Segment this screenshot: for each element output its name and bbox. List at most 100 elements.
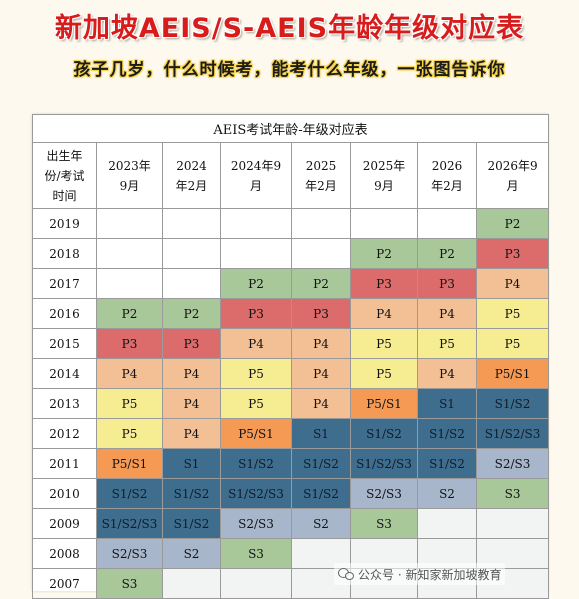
grade-cell: P4: [475, 268, 550, 299]
grade-cell: P5/S1: [96, 448, 163, 479]
grade-cell: P5: [475, 328, 550, 359]
grade-cell: P4: [417, 358, 477, 389]
grade-cell: [96, 238, 163, 269]
grade-cell: S1/S2: [417, 448, 477, 479]
grade-cell: P3: [162, 328, 221, 359]
birth-year-cell: 2013: [32, 388, 97, 419]
grade-cell: P5: [350, 328, 418, 359]
birth-year-cell: 2018: [32, 238, 97, 269]
grade-cell: P4: [96, 358, 163, 389]
grade-cell: P2: [350, 238, 418, 269]
grade-cell: S1/S2: [291, 448, 351, 479]
column-header: 2024年2月: [162, 142, 221, 209]
column-header: 2024年9月: [220, 142, 292, 209]
table-row: 2012 P5 P4 P5/S1 S1 S1/S2 S1/S2 S1/S2/S3: [32, 418, 550, 449]
table-row: 2014 P4 P4 P5 P4 P5 P4 P5/S1: [32, 358, 550, 389]
grade-cell: [162, 268, 221, 299]
grade-cell: [291, 208, 351, 239]
table-row: 2011 P5/S1 S1 S1/S2 S1/S2 S1/S2/S3 S1/S2 S2/S3: [32, 448, 550, 479]
birth-year-cell: 2017: [32, 268, 97, 299]
page-subtitle: 孩子几岁，什么时候考，能考什么年级，一张图告诉你: [73, 60, 506, 80]
table-row: 2017 P2 P2 P3 P3 P4: [32, 268, 550, 299]
grade-cell: P3: [417, 268, 477, 299]
age-grade-table: AEIS考试年龄-年级对应表 出生年份/考试时间 2023年9月 2024年2月 2…: [31, 114, 550, 599]
table-row: 2015 P3 P3 P4 P4 P5 P5 P5: [32, 328, 550, 359]
grade-cell: S1/S2: [475, 388, 550, 419]
grade-cell: [475, 508, 550, 539]
grade-cell: S2: [162, 538, 221, 569]
grade-cell: P3: [96, 328, 163, 359]
grade-cell: P5/S1: [350, 388, 418, 419]
grade-cell: P5: [475, 298, 550, 329]
table-row: 2010 S1/S2 S1/S2 S1/S2/S3 S1/S2 S2/S3 S2 S3: [32, 478, 550, 509]
grade-cell: S1/S2/S3: [220, 478, 292, 509]
grade-cell: S1/S2: [417, 418, 477, 449]
grade-cell: S1/S2: [162, 478, 221, 509]
table-row: 2018 P2 P2 P3: [32, 238, 550, 269]
grade-cell: P4: [417, 298, 477, 329]
grade-cell: S1/S2: [350, 418, 418, 449]
grade-cell: [291, 238, 351, 269]
grade-cell: S1/S2: [96, 478, 163, 509]
page-title: 新加坡AEIS/S-AEIS年龄年级对应表: [54, 13, 525, 44]
grade-cell: P3: [350, 268, 418, 299]
grade-cell: P2: [96, 298, 163, 329]
grade-cell: S3: [220, 538, 292, 569]
grade-cell: [220, 238, 292, 269]
grade-cell: P4: [220, 328, 292, 359]
grade-cell: [162, 208, 221, 239]
birth-year-cell: 2016: [32, 298, 97, 329]
grade-cell: [417, 508, 477, 539]
grade-cell: P2: [162, 298, 221, 329]
grade-cell: P5: [417, 328, 477, 359]
grade-cell: P4: [162, 418, 221, 449]
grade-cell: P4: [350, 298, 418, 329]
table-caption: AEIS考试年龄-年级对应表: [31, 114, 550, 143]
grade-cell: [162, 238, 221, 269]
birth-year-cell: 2007: [32, 568, 97, 599]
grade-cell: P5: [350, 358, 418, 389]
corner-header: 出生年份/考试时间: [32, 142, 97, 209]
grade-cell: S1/S2/S3: [96, 508, 163, 539]
watermark: 公众号 · 新知家新加坡教育: [334, 563, 506, 585]
grade-cell: P3: [220, 298, 292, 329]
grade-cell: P2: [475, 208, 550, 239]
column-header: 2025年2月: [291, 142, 351, 209]
table-row: 2016 P2 P2 P3 P3 P4 P4 P5: [32, 298, 550, 329]
watermark-text: 公众号 · 新知家新加坡教育: [358, 567, 502, 582]
birth-year-cell: 2011: [32, 448, 97, 479]
grade-cell: P5: [96, 418, 163, 449]
birth-year-cell: 2014: [32, 358, 97, 389]
grade-cell: P2: [291, 268, 351, 299]
column-header: 2025年9月: [350, 142, 418, 209]
grade-cell: P5/S1: [475, 358, 550, 389]
grade-cell: S2/S3: [475, 448, 550, 479]
column-header: 2026年9月: [475, 142, 550, 209]
grade-cell: P5: [96, 388, 163, 419]
grade-cell: [417, 208, 477, 239]
grade-cell: S1/S2/S3: [350, 448, 418, 479]
grade-cell: [220, 568, 292, 599]
grade-cell: S2: [417, 478, 477, 509]
age-grade-table-container: AEIS考试年龄-年级对应表 出生年份/考试时间 2023年9月 2024年2月 2…: [31, 114, 550, 599]
birth-year-cell: 2019: [32, 208, 97, 239]
grade-cell: S1: [291, 418, 351, 449]
grade-cell: S1: [417, 388, 477, 419]
grade-cell: S3: [350, 508, 418, 539]
grade-cell: [220, 208, 292, 239]
grade-cell: P4: [162, 358, 221, 389]
grade-cell: S2: [291, 508, 351, 539]
grade-cell: P2: [417, 238, 477, 269]
grade-cell: P5: [220, 388, 292, 419]
birth-year-cell: 2008: [32, 538, 97, 569]
grade-cell: [96, 208, 163, 239]
grade-cell: S2/S3: [96, 538, 163, 569]
column-header: 2026年2月: [417, 142, 477, 209]
grade-cell: P3: [475, 238, 550, 269]
birth-year-cell: 2009: [32, 508, 97, 539]
grade-cell: S1/S2: [220, 448, 292, 479]
grade-cell: S3: [96, 568, 163, 599]
column-header: 2023年9月: [96, 142, 163, 209]
grade-cell: P4: [291, 388, 351, 419]
birth-year-cell: 2010: [32, 478, 97, 509]
